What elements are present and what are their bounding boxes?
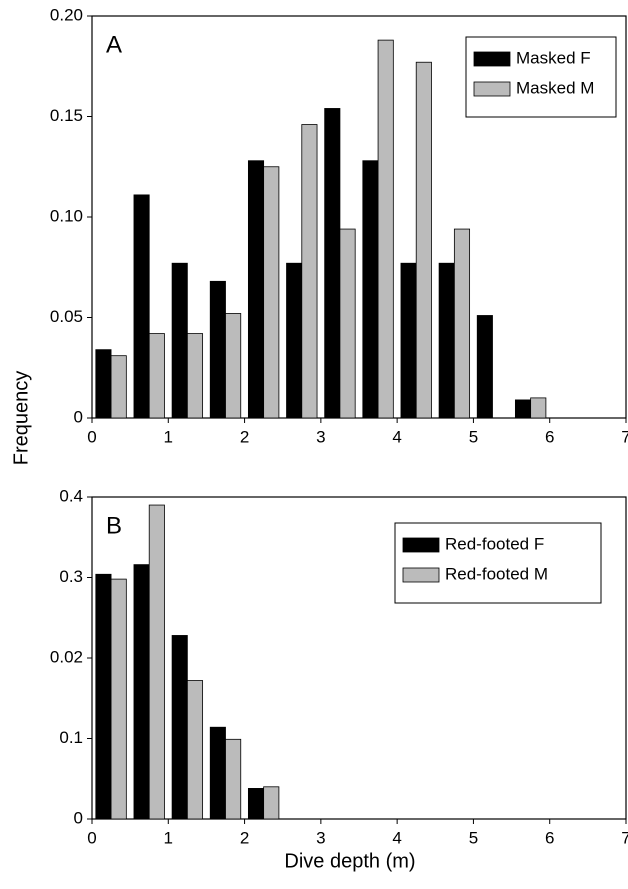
bar <box>95 349 112 419</box>
x-tick-label: 3 <box>316 427 325 446</box>
bar <box>530 397 547 419</box>
bar <box>110 355 127 419</box>
y-tick-label: 0.1 <box>59 728 83 747</box>
x-tick-label: 5 <box>469 427 478 446</box>
bar <box>95 573 112 820</box>
legend-label: Red-footed F <box>445 534 544 553</box>
x-tick-label: 7 <box>621 828 628 847</box>
bar <box>148 333 165 419</box>
x-tick-label: 1 <box>164 427 173 446</box>
y-tick-label: 0.20 <box>50 5 83 24</box>
y-tick-label: 0.15 <box>50 106 83 125</box>
legend-label: Red-footed M <box>445 564 548 583</box>
bar <box>171 635 188 820</box>
legend-swatch <box>402 537 440 553</box>
y-tick-label: 0.02 <box>50 647 83 666</box>
legend-box <box>465 36 617 118</box>
x-tick-label: 7 <box>621 427 628 446</box>
legend-box <box>394 522 602 604</box>
x-tick-label: 4 <box>392 427 401 446</box>
x-tick-label: 0 <box>87 828 96 847</box>
y-axis-label: Frequency <box>10 371 32 466</box>
bar <box>263 786 280 820</box>
x-tick-label: 1 <box>164 828 173 847</box>
legend-swatch <box>473 81 511 97</box>
bar <box>453 228 471 419</box>
legend-swatch <box>473 51 511 67</box>
y-tick-label: 0 <box>74 407 83 426</box>
x-axis-label: Dive depth (m) <box>284 850 415 872</box>
bar <box>476 315 493 419</box>
bar <box>133 564 150 820</box>
bar <box>110 578 127 820</box>
x-tick-label: 2 <box>240 828 249 847</box>
bar <box>209 280 226 419</box>
y-tick-label: 0.4 <box>59 486 83 505</box>
y-tick-label: 0.3 <box>59 567 83 586</box>
legend-swatch <box>402 567 440 583</box>
y-tick-label: 0.10 <box>50 206 83 225</box>
panel-label: A <box>106 31 122 58</box>
bar <box>339 228 356 419</box>
panel-label: B <box>106 512 122 539</box>
bar <box>186 333 204 419</box>
bar <box>148 504 165 820</box>
y-tick-label: 0 <box>74 808 83 827</box>
bar <box>247 160 265 419</box>
bar <box>225 313 242 419</box>
bar <box>362 160 379 419</box>
bar <box>377 39 394 419</box>
x-tick-label: 6 <box>545 828 554 847</box>
x-tick-label: 3 <box>316 828 325 847</box>
legend-label: Masked F <box>516 48 591 67</box>
bar <box>171 262 188 419</box>
bar <box>514 399 532 419</box>
bar <box>286 262 303 419</box>
bar <box>186 680 204 820</box>
x-tick-label: 4 <box>392 828 401 847</box>
bar <box>400 262 417 419</box>
bar <box>225 738 242 820</box>
x-tick-label: 2 <box>240 427 249 446</box>
legend-label: Masked M <box>516 78 594 97</box>
bar <box>133 194 150 419</box>
x-tick-label: 6 <box>545 427 554 446</box>
bar <box>209 726 226 820</box>
y-tick-label: 0.05 <box>50 307 83 326</box>
x-tick-label: 5 <box>469 828 478 847</box>
bar <box>263 166 280 419</box>
bar <box>438 262 455 419</box>
bar <box>324 108 341 419</box>
bar <box>415 61 432 419</box>
bar <box>247 788 265 820</box>
bar <box>301 124 318 419</box>
x-tick-label: 0 <box>87 427 96 446</box>
